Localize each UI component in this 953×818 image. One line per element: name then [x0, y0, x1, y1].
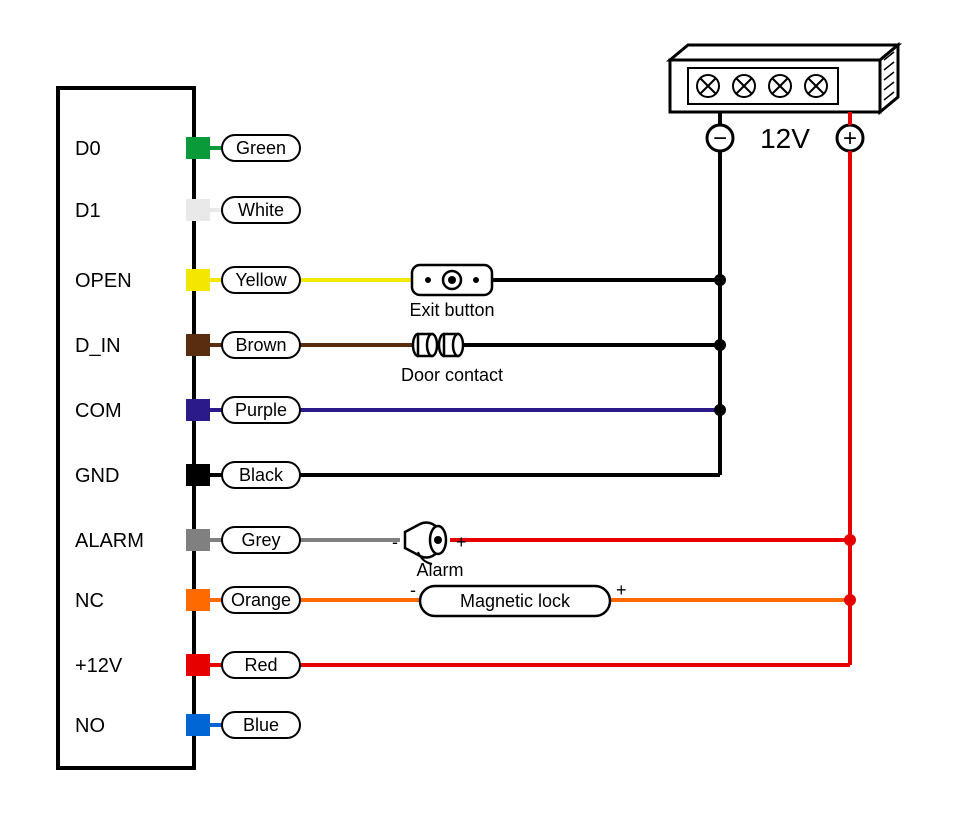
- color-label-black: Black: [239, 465, 284, 485]
- exit-button-label: Exit button: [409, 300, 494, 320]
- pin-tab-blue: [186, 714, 210, 736]
- junction-dot: [714, 404, 726, 416]
- maglock-minus: -: [410, 580, 416, 600]
- pin-label-+12v: +12V: [75, 655, 123, 677]
- door-contact-label: Door contact: [401, 365, 503, 385]
- pin-label-d1: D1: [75, 200, 101, 222]
- color-label-grey: Grey: [241, 530, 280, 550]
- junction-dot: [714, 274, 726, 286]
- color-label-orange: Orange: [231, 590, 291, 610]
- color-label-white: White: [238, 200, 284, 220]
- pin-tab-brown: [186, 334, 210, 356]
- maglock-label: Magnetic lock: [460, 591, 571, 611]
- pin-label-alarm: ALARM: [75, 530, 144, 552]
- pin-tab-white: [186, 199, 210, 221]
- maglock-plus: +: [616, 580, 627, 600]
- color-label-yellow: Yellow: [235, 270, 287, 290]
- pin-tab-purple: [186, 399, 210, 421]
- alarm-plus: +: [456, 532, 467, 552]
- psu-label: 12V: [760, 123, 810, 154]
- pin-label-d_in: D_IN: [75, 335, 121, 357]
- pin-label-nc: NC: [75, 590, 104, 612]
- junction-dot: [844, 534, 856, 546]
- psu-terminals: [688, 68, 838, 104]
- exit-button-symbol: Exit button: [409, 265, 494, 320]
- psu-plus-symbol: +: [843, 125, 857, 152]
- color-label-green: Green: [236, 138, 286, 158]
- color-label-brown: Brown: [235, 335, 286, 355]
- pin-tab-red: [186, 654, 210, 676]
- color-label-purple: Purple: [235, 400, 287, 420]
- pin-tab-black: [186, 464, 210, 486]
- color-label-blue: Blue: [243, 715, 279, 735]
- pin-label-com: COM: [75, 400, 122, 422]
- junction-dot: [844, 594, 856, 606]
- pin-tab-yellow: [186, 269, 210, 291]
- pin-label-no: NO: [75, 715, 105, 737]
- alarm-label: Alarm: [416, 560, 463, 580]
- power-supply: − + 12V: [670, 45, 898, 154]
- wiring-diagram: − + 12V D0 Green D1 White OPEN Yellow D_IN Brow…: [0, 0, 953, 818]
- psu-minus-symbol: −: [713, 125, 727, 152]
- alarm-symbol: - + Alarm: [392, 523, 467, 580]
- junction-dot: [714, 339, 726, 351]
- pin-label-d0: D0: [75, 138, 101, 160]
- pin-label-open: OPEN: [75, 270, 132, 292]
- color-label-red: Red: [244, 655, 277, 675]
- pin-label-gnd: GND: [75, 465, 119, 487]
- alarm-minus: -: [392, 532, 398, 552]
- door-contact-symbol: Door contact: [401, 334, 503, 385]
- pin-tab-green: [186, 137, 210, 159]
- pin-tab-orange: [186, 589, 210, 611]
- magnetic-lock-symbol: - Magnetic lock +: [410, 580, 627, 616]
- pin-tab-grey: [186, 529, 210, 551]
